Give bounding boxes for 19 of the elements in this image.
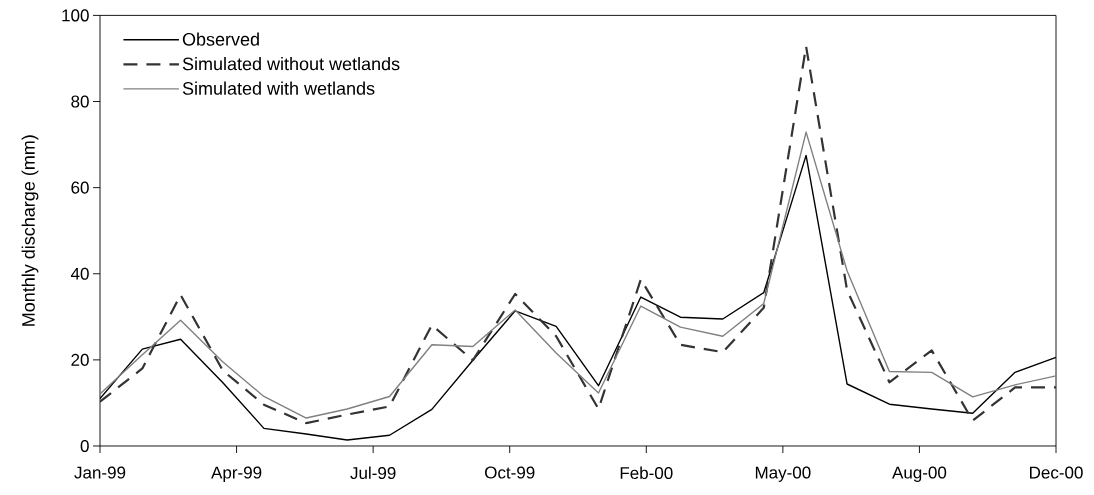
legend-label: Simulated without wetlands [182, 57, 400, 71]
legend-label: Simulated with wetlands [182, 81, 375, 95]
y-tick-label: 0 [80, 439, 89, 453]
x-tick-label: Oct-99 [485, 466, 535, 479]
x-tick-label: May-00 [755, 466, 811, 482]
x-tick-label: Jul-99 [350, 466, 396, 480]
x-tick-label: Dec-00 [1030, 466, 1083, 479]
y-tick-label: 20 [71, 353, 89, 366]
x-tick-label: Jan-99 [74, 466, 126, 479]
legend-label: Observed [182, 32, 259, 46]
x-tick-label: Feb-00 [620, 466, 673, 480]
line-series [100, 45, 1057, 425]
y-tick-label: 80 [71, 95, 89, 108]
y-axis-title: Monthly discharge (mm) [21, 135, 39, 326]
y-tick-label: 40 [70, 267, 89, 280]
x-tick-label: Aug-00 [892, 466, 947, 482]
y-tick-label: 100 [62, 9, 89, 22]
x-tick-label: Apr-99 [211, 466, 262, 482]
y-tick-label: 60 [71, 181, 89, 194]
